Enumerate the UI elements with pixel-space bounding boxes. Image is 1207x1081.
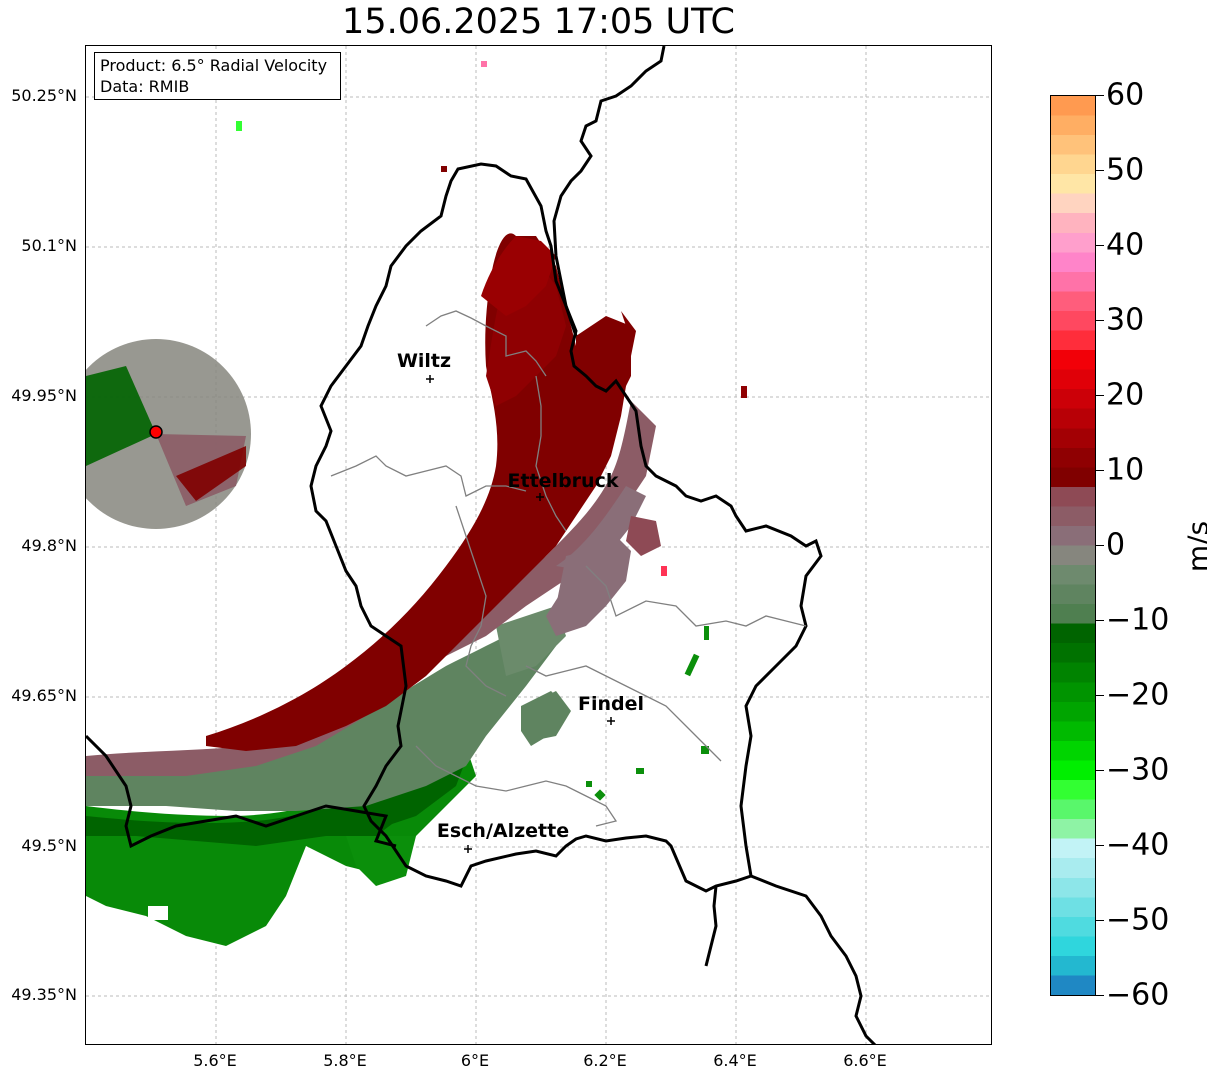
- colorbar-tick-label: −10: [1106, 602, 1170, 638]
- canton-borders: [330, 310, 807, 827]
- lat-tick-label: 49.35°N: [11, 985, 77, 1004]
- lon-tick-label: 6.6°E: [843, 1051, 887, 1070]
- colorbar-tick-mark: [1096, 395, 1104, 396]
- lat-tick-label: 49.8°N: [21, 536, 77, 555]
- radar-map[interactable]: [85, 45, 992, 1045]
- colorbar-tick-mark: [1096, 95, 1104, 96]
- radar-site-echoes: [86, 339, 251, 529]
- lat-tick-label: 49.5°N: [21, 836, 77, 855]
- velocity-colorbar: [1050, 95, 1096, 996]
- colorbar-tick-mark: [1096, 245, 1104, 246]
- colorbar-tick-mark: [1096, 920, 1104, 921]
- city-label-findel: Findel: [577, 693, 645, 715]
- border-southeast: [750, 874, 877, 1044]
- city-markers: [426, 375, 615, 853]
- info-box: Product: 6.5° Radial Velocity Data: RMIB: [94, 52, 341, 100]
- lon-tick-label: 6.2°E: [583, 1051, 627, 1070]
- colorbar-tick-label: −20: [1106, 677, 1170, 713]
- colorbar-tick-mark: [1096, 170, 1104, 171]
- colorbar-tick-mark: [1096, 545, 1104, 546]
- city-label-ettelbruck: Ettelbruck: [507, 470, 619, 492]
- map-title: 15.06.2025 17:05 UTC: [342, 2, 735, 42]
- lon-tick-label: 5.6°E: [193, 1051, 237, 1070]
- colorbar-tick-label: −40: [1106, 827, 1170, 863]
- radar-echo-east-cells: [236, 61, 709, 801]
- colorbar-tick-label: 10: [1106, 452, 1145, 488]
- colorbar-tick-mark: [1096, 695, 1104, 696]
- lon-tick-label: 6°E: [460, 1051, 490, 1070]
- colorbar-tick-label: 30: [1106, 302, 1145, 338]
- border-germany: [552, 46, 666, 337]
- colorbar-tick-mark: [1096, 845, 1104, 846]
- colorbar-tick-label: 50: [1106, 152, 1145, 188]
- city-label-wiltz: Wiltz: [396, 350, 452, 372]
- colorbar-tick-mark: [1096, 320, 1104, 321]
- colorbar-tick-mark: [1096, 770, 1104, 771]
- info-data-source: Data: RMIB: [100, 77, 190, 96]
- lon-tick-label: 6.4°E: [713, 1051, 757, 1070]
- colorbar-tick-label: 40: [1106, 227, 1145, 263]
- colorbar-tick-mark: [1096, 995, 1104, 996]
- colorbar-tick-mark: [1096, 620, 1104, 621]
- colorbar-tick-label: −30: [1106, 752, 1170, 788]
- country-border: [309, 162, 823, 893]
- lat-tick-label: 49.65°N: [11, 686, 77, 705]
- lat-tick-label: 49.95°N: [11, 386, 77, 405]
- colorbar-tick-label: 20: [1106, 377, 1145, 413]
- colorbar-tick-label: 60: [1106, 77, 1145, 113]
- lat-tick-label: 50.1°N: [21, 236, 77, 255]
- lon-tick-label: 5.8°E: [323, 1051, 367, 1070]
- colorbar-tick-mark: [1096, 470, 1104, 471]
- info-product: Product: 6.5° Radial Velocity: [100, 56, 328, 75]
- border-west: [86, 734, 397, 849]
- city-label-esch-alzette: Esch/Alzette: [436, 820, 570, 842]
- colorbar-unit-label: m/s: [1181, 520, 1207, 573]
- colorbar-tick-label: 0: [1106, 527, 1126, 563]
- colorbar-tick-label: −60: [1106, 977, 1170, 1013]
- colorbar-tick-label: −50: [1106, 902, 1170, 938]
- radar-map-canvas: [86, 46, 991, 1044]
- border-south: [704, 885, 718, 967]
- lat-tick-label: 50.25°N: [11, 86, 77, 105]
